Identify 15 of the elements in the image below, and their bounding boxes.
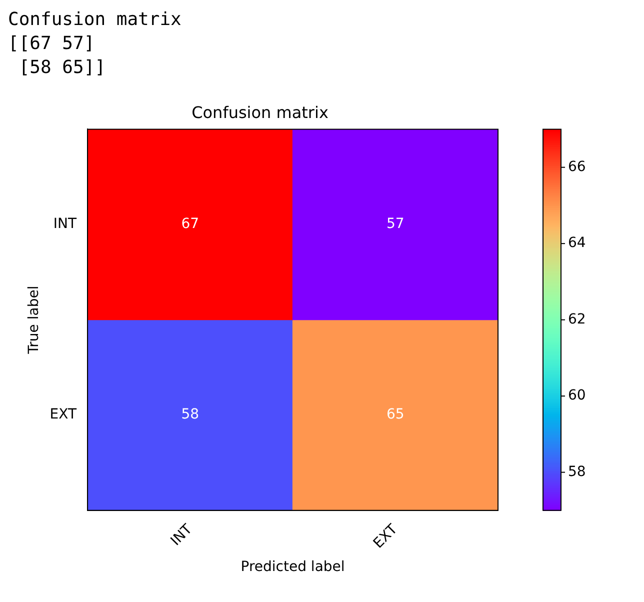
text: [[67 57] [8, 32, 96, 56]
text: Confusion matrix [8, 8, 182, 32]
color-bar-label: 60 [568, 388, 586, 404]
text: [58 65]] [18, 56, 107, 80]
y-axis-title: True label [26, 286, 42, 355]
color-bar-label: 58 [568, 464, 586, 480]
color-bar-label: 66 [568, 158, 586, 175]
chart-title: Confusion matrix [192, 102, 328, 122]
data-label: 67 [181, 216, 200, 232]
data-label: 57 [386, 216, 404, 232]
data-label: 58 [181, 406, 200, 423]
color-bar-label: 64 [568, 235, 586, 252]
data-label: 65 [386, 406, 404, 423]
x-axis-title: Predicted label [240, 559, 345, 576]
color-bar-label: 62 [568, 311, 586, 328]
